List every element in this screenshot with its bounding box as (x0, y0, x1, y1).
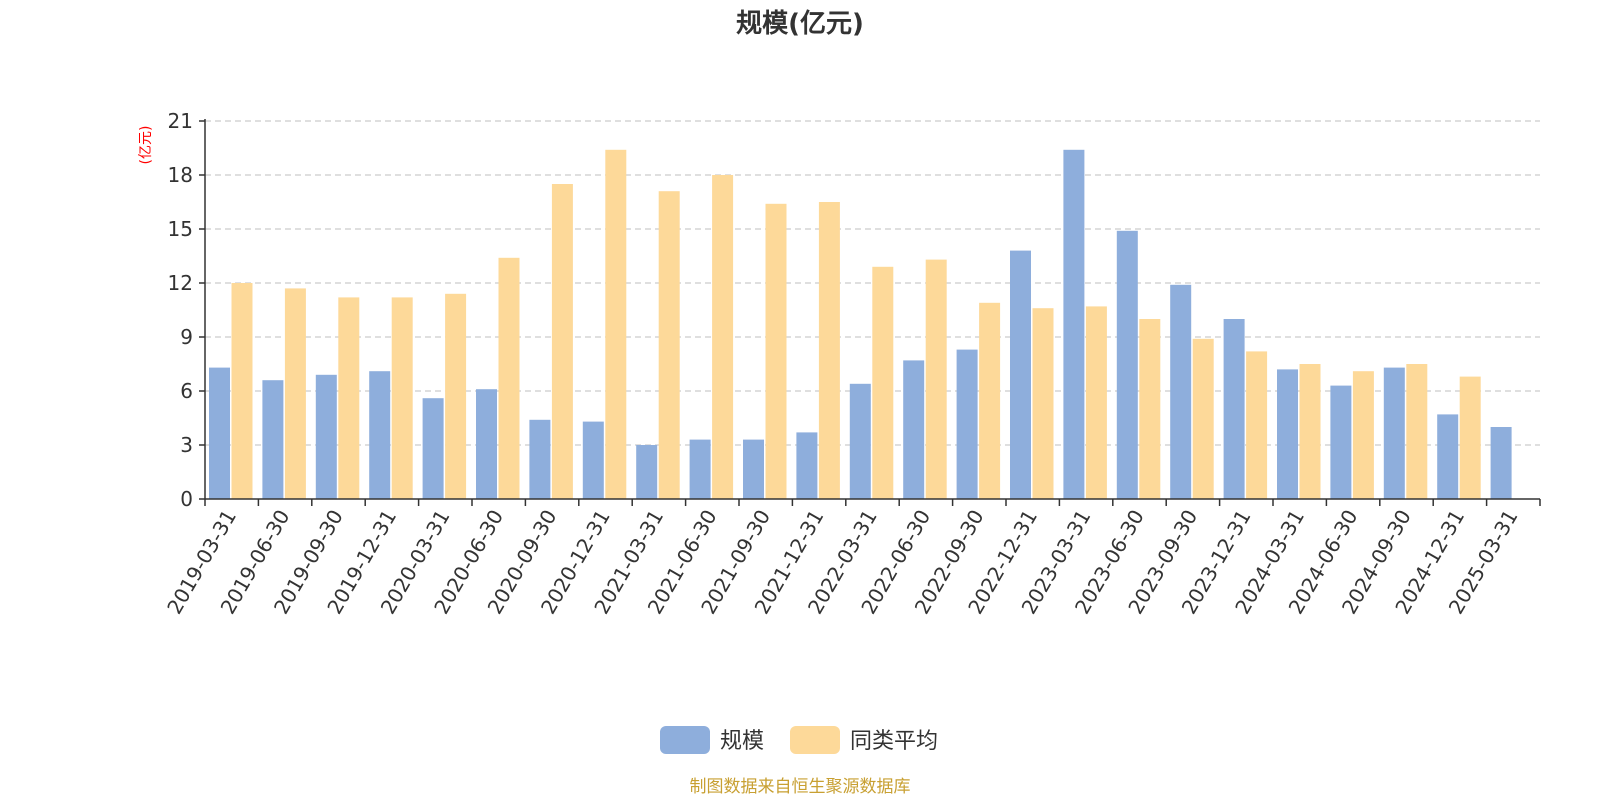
bar-scale (1170, 284, 1192, 499)
bars (209, 149, 1512, 500)
y-tick-label: 3 (180, 433, 193, 457)
y-tick-label: 0 (180, 487, 193, 511)
y-tick-labels: 0 3 6 9 12 15 18 21 (168, 109, 193, 511)
bar-peer-average (605, 149, 627, 500)
bar-scale (1437, 414, 1459, 499)
data-source-note: 制图数据来自恒生聚源数据库 (690, 777, 911, 797)
bar-scale (1063, 149, 1085, 500)
bar-scale (369, 371, 391, 499)
y-tick-label: 12 (168, 271, 193, 295)
bar-scale (689, 439, 711, 499)
bar-peer-average (1459, 376, 1481, 499)
bar-scale (1330, 385, 1352, 499)
bar-scale (582, 421, 604, 499)
bar-peer-average (391, 297, 413, 499)
bar-scale (1223, 319, 1245, 499)
bar-scale (636, 445, 658, 499)
bar-scale (422, 398, 444, 499)
bar-scale (1010, 250, 1031, 499)
bar-peer-average (1085, 306, 1107, 499)
bar-scale (476, 389, 497, 499)
legend: 规模 同类平均 (660, 726, 938, 754)
bar-peer-average (765, 203, 787, 500)
bar-peer-average (445, 293, 467, 499)
bar-peer-average (231, 283, 253, 499)
bar-peer-average (818, 202, 840, 499)
y-tick-label: 21 (168, 109, 193, 133)
bar-scale (1277, 369, 1298, 499)
bar-scale (849, 383, 871, 499)
bar-peer-average (284, 288, 306, 499)
bar-peer-average (1299, 364, 1321, 499)
chart-title: 规模(亿元) (736, 9, 864, 39)
y-tick-label: 9 (180, 325, 193, 349)
bar-scale (1490, 427, 1512, 499)
bar-peer-average (338, 297, 360, 499)
bar-scale (1116, 230, 1138, 500)
y-tick-label: 15 (168, 217, 193, 241)
bar-peer-average (925, 259, 947, 499)
bar-scale (529, 419, 551, 499)
bar-scale (262, 380, 284, 499)
y-tick-label: 18 (168, 163, 193, 187)
bar-peer-average (1352, 371, 1374, 499)
legend-label: 同类平均 (850, 729, 938, 754)
bar-scale (956, 349, 978, 499)
bar-peer-average (498, 257, 520, 499)
bar-peer-average (1192, 338, 1214, 499)
legend-swatch (790, 726, 840, 754)
bar-peer-average (979, 302, 1001, 499)
y-axis-label: (亿元) (138, 126, 154, 165)
bar-peer-average (872, 266, 894, 499)
x-tick-labels: 2019-03-312019-06-302019-09-302019-12-31… (162, 506, 1523, 619)
y-tick-label: 6 (180, 379, 193, 403)
axes (199, 119, 1541, 506)
bar-peer-average (1246, 351, 1268, 499)
bar-scale (1383, 367, 1405, 499)
bar-peer-average (1032, 308, 1054, 499)
bar-peer-average (658, 191, 680, 499)
bar-scale (209, 367, 230, 499)
bar-scale (903, 360, 925, 499)
legend-label: 规模 (720, 729, 764, 754)
bar-peer-average (1406, 364, 1428, 499)
legend-swatch (660, 726, 710, 754)
bar-scale (743, 439, 764, 499)
bar-scale (796, 432, 818, 499)
bar-peer-average (551, 184, 573, 499)
bar-peer-average (1139, 319, 1161, 499)
bar-scale (315, 374, 337, 499)
bar-peer-average (712, 175, 734, 499)
